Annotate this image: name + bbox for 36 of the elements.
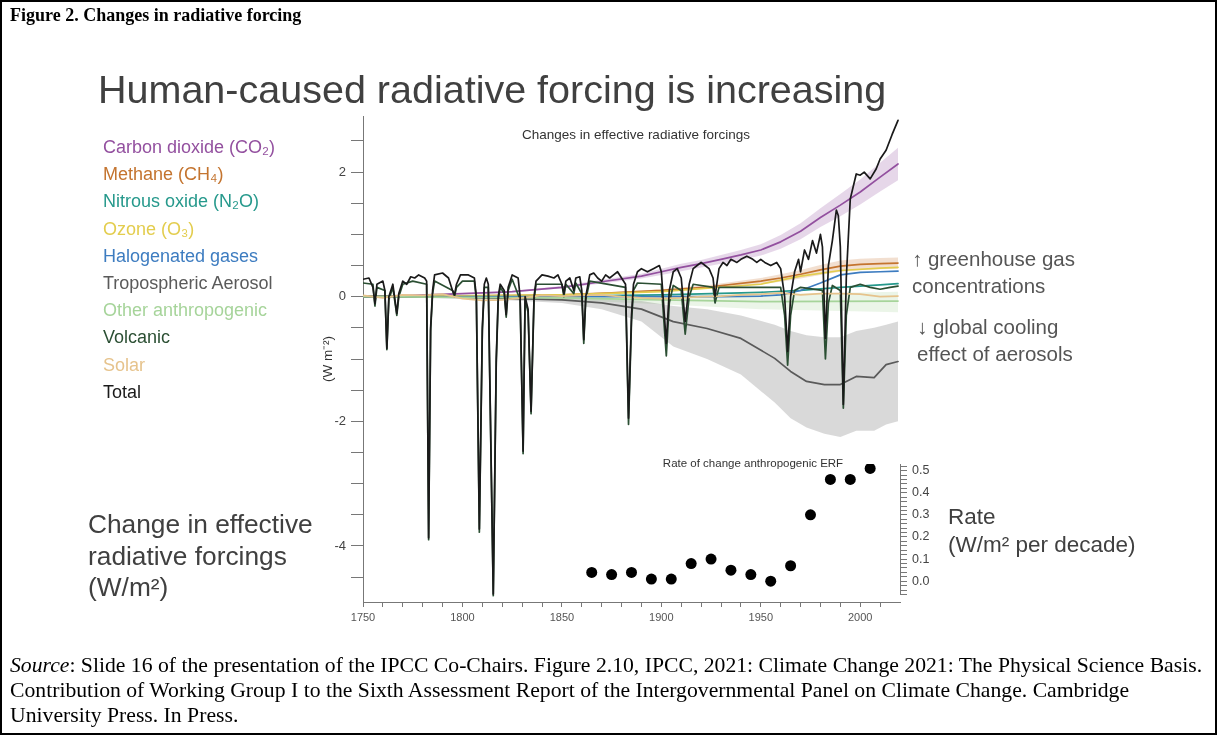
x-tick-label: 1750 [350, 610, 376, 623]
chart-subtitle: Human-caused radiative forcing is increasing [98, 67, 887, 112]
text: Change in effective radiative forcings (W/m²) [88, 509, 313, 602]
x-tick-label: 1850 [549, 610, 575, 623]
text: Total [103, 380, 143, 404]
x-tick-label: 2000 [847, 610, 873, 623]
text: ↑ greenhouse gas concentrations [912, 246, 1076, 299]
text: Figure 2. Changes in radiative forcing [10, 5, 302, 26]
y-tick-label: 0.2 [912, 529, 930, 544]
text: Methane (CH₄) [103, 163, 225, 187]
text: Halogenated gases [103, 244, 260, 268]
text: Nitrous oxide (N₂O) [103, 190, 261, 214]
y-tick-label: -4 [334, 537, 346, 553]
y-tick-label: 0 [338, 288, 346, 304]
y-tick-label: 0.1 [912, 551, 930, 566]
y-tick-label: -2 [334, 412, 346, 428]
x-tick-label: 1950 [748, 610, 774, 623]
chart-title: Rate of change anthropogenic ERF [661, 457, 845, 469]
y-tick-label: 0.3 [912, 507, 930, 522]
y-tick-label: 0.4 [912, 485, 930, 500]
text: Ozone (O₃) [103, 217, 196, 241]
y-tick-label: 0.0 [912, 573, 930, 588]
y-tick-label: 2 [338, 163, 346, 179]
text: Solar [103, 353, 147, 377]
text: Carbon dioxide (CO₂) [103, 136, 276, 159]
y-tick-label: 0.5 [912, 463, 930, 478]
text: Volcanic [103, 326, 172, 350]
text: Other anthropogenic [103, 299, 269, 323]
text: ↓ global cooling effect of aerosols [917, 314, 1074, 367]
x-tick-label: 1800 [450, 610, 475, 623]
x-tick-label: 1900 [649, 610, 674, 623]
text: Tropospheric Aerosol [103, 272, 274, 295]
y-axis-title: Rate (W/m² per decade) [948, 503, 1137, 559]
source-note: Source: Slide 16 of the presentation of the IPCC Co-Chairs. Figure 2.10, IPCC, 2021: Climate Change 2021: The Physical Science Basis. Contribution of Working Group I to the Sixth Assessment Report of the Intergovernmental Panel on Climate Change. Cambridge University Press. In Press. [10, 653, 1204, 728]
y-axis-title: (W m⁻²) [319, 335, 335, 383]
annotation: Changes in effective radiative forcings [521, 127, 751, 142]
